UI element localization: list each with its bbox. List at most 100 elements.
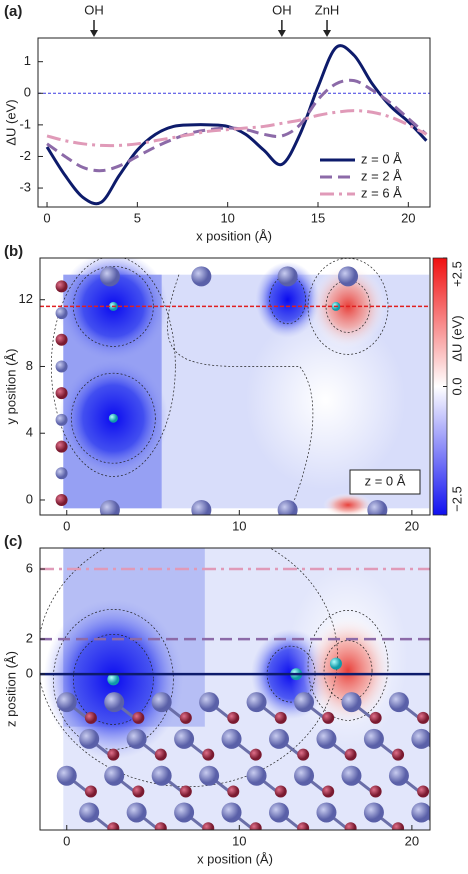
x-tick-label: 10	[232, 518, 246, 533]
atom	[322, 711, 335, 724]
contour	[72, 634, 154, 725]
potential-blob	[303, 615, 394, 726]
atom	[221, 728, 242, 749]
atom	[411, 802, 430, 823]
bond	[67, 849, 89, 867]
contour	[51, 258, 176, 477]
atom	[202, 822, 215, 830]
atom	[55, 307, 68, 320]
atom	[249, 822, 262, 830]
annotation-arrowhead	[90, 30, 98, 37]
legend-label: z = 2 Å	[361, 168, 402, 183]
atom	[367, 499, 388, 515]
atom	[126, 802, 147, 823]
atom	[392, 748, 405, 761]
x-tick-label: 0	[63, 518, 70, 533]
atom	[107, 822, 120, 830]
note: z = 0 Å	[365, 473, 406, 488]
y-tick-label: -2	[19, 148, 31, 163]
contour	[70, 372, 156, 464]
atom	[329, 657, 342, 670]
atom	[99, 266, 120, 287]
atom	[84, 711, 97, 724]
atom	[55, 333, 68, 346]
panel-label: (a)	[4, 3, 22, 20]
atom	[154, 748, 167, 761]
atom	[274, 785, 287, 798]
atom	[55, 360, 68, 373]
atom	[322, 785, 335, 798]
colorbar-tick-label: 0.0	[449, 377, 464, 395]
atom	[55, 440, 68, 453]
series-group	[45, 44, 428, 206]
y-tick-label: 0	[26, 666, 33, 681]
y-tick-label: 1	[24, 53, 31, 68]
x-tick-label: 10	[220, 210, 234, 225]
atom	[341, 692, 362, 713]
atom	[104, 692, 125, 713]
atom	[152, 839, 172, 859]
atom	[104, 839, 124, 859]
atom	[417, 859, 429, 871]
atom	[274, 711, 287, 724]
annotation: OH	[84, 2, 104, 17]
atom	[107, 673, 120, 686]
atom	[132, 859, 144, 871]
x-axis-label: x position (Å)	[197, 851, 273, 866]
x-axis-label: x position (Å)	[196, 228, 272, 243]
annotation-arrowhead	[277, 30, 286, 37]
atom	[341, 839, 361, 859]
atom	[108, 413, 118, 423]
x-tick-label: 10	[232, 833, 246, 848]
y-axis-label: ΔU (eV)	[3, 99, 18, 145]
bond	[304, 849, 326, 867]
colorbar-tick-label: +2.5	[449, 261, 464, 287]
x-tick-label: 15	[311, 210, 325, 225]
atom	[151, 765, 172, 786]
atom	[249, 748, 262, 761]
data-line	[46, 109, 428, 148]
atom	[294, 692, 315, 713]
atom	[132, 711, 145, 724]
atom	[316, 728, 337, 749]
atom	[341, 765, 362, 786]
contour	[269, 275, 306, 325]
atom	[154, 822, 167, 830]
atom	[202, 748, 215, 761]
atom	[104, 765, 125, 786]
x-tick-label: 0	[63, 833, 70, 848]
x-tick-label: 0	[43, 210, 50, 225]
atom	[344, 822, 357, 830]
atom	[179, 785, 192, 798]
atom	[316, 802, 337, 823]
y-tick-label: 0	[26, 491, 33, 506]
atom	[55, 467, 68, 480]
bond	[114, 849, 136, 867]
atom	[269, 802, 290, 823]
y-tick-label: 12	[19, 291, 33, 306]
legend-label: z = 6 Å	[361, 185, 402, 200]
atom	[56, 692, 77, 713]
atom	[151, 692, 172, 713]
legend-label: z = 0 Å	[361, 151, 402, 166]
y-tick-label: 4	[26, 425, 33, 440]
atom	[277, 499, 298, 515]
atom	[370, 859, 382, 871]
panel-label: (b)	[4, 243, 23, 260]
atom	[363, 802, 384, 823]
y-axis-label: y position (Å)	[3, 349, 18, 425]
atom	[297, 822, 310, 830]
atom	[174, 802, 195, 823]
contour	[323, 640, 373, 701]
contour	[52, 609, 174, 750]
atom	[199, 765, 220, 786]
atom	[107, 748, 120, 761]
annotation-arrowhead	[323, 30, 332, 37]
x-tick-label: 20	[401, 210, 415, 225]
atom	[388, 765, 409, 786]
atom	[99, 499, 120, 515]
annotation: ZnH	[315, 2, 340, 17]
atom	[55, 413, 68, 426]
x-tick-label: 5	[134, 210, 141, 225]
atom	[275, 859, 287, 871]
